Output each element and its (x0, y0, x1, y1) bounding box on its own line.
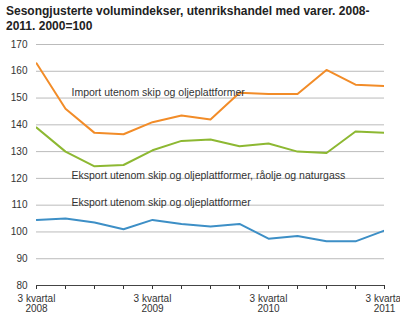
svg-text:3 kvartal2009: 3 kvartal2009 (134, 293, 172, 314)
svg-text:120: 120 (11, 173, 28, 184)
svg-text:3 kvartal2010: 3 kvartal2010 (250, 293, 288, 314)
svg-text:170: 170 (11, 39, 28, 50)
svg-text:160: 160 (11, 65, 28, 76)
svg-text:130: 130 (11, 146, 28, 157)
svg-text:140: 140 (11, 119, 28, 130)
svg-text:100: 100 (11, 226, 28, 237)
svg-text:110: 110 (12, 199, 28, 210)
svg-text:150: 150 (11, 92, 28, 103)
svg-text:Import utenom skip og oljeplat: Import utenom skip og oljeplattformer (72, 86, 246, 98)
html-text:Sesongjusterte volumindekser,: Sesongjusterte volumindekser, utenriksha… (6, 4, 370, 33)
svg-text:3 kvartal2008: 3 kvartal2008 (18, 293, 56, 314)
svg-text:Eksport utenom skip og oljepla: Eksport utenom skip og oljeplattformer, … (72, 169, 346, 181)
svg-text:Eksport utenom skip og oljepla: Eksport utenom skip og oljeplattformer (72, 196, 252, 208)
svg-text:3 kvartal2011: 3 kvartal2011 (366, 293, 400, 314)
svg-text:90: 90 (16, 253, 28, 264)
svg-text:80: 80 (16, 280, 28, 291)
